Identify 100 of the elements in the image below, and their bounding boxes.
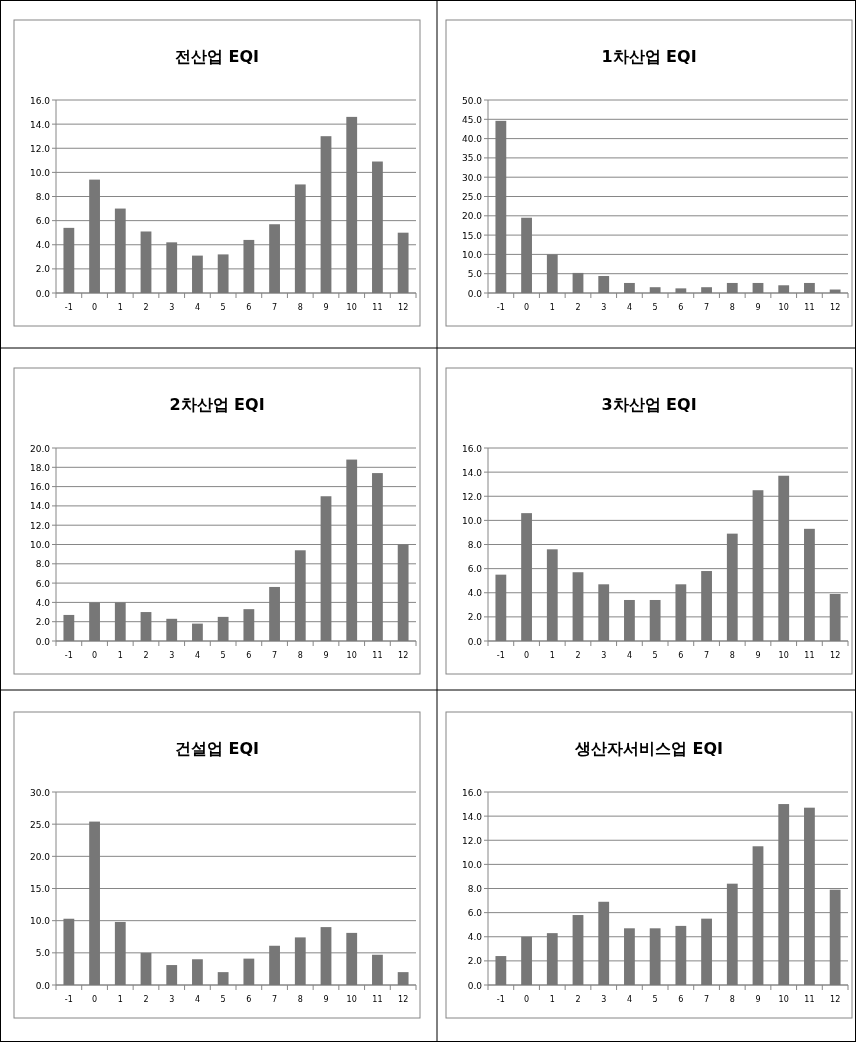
- xlabel: 5: [220, 303, 226, 312]
- bar: [269, 586, 280, 641]
- bar: [675, 925, 687, 985]
- xlabel: 4: [194, 995, 200, 1004]
- xlabel: 3: [169, 303, 175, 312]
- bar: [804, 807, 815, 985]
- bar: [140, 952, 152, 985]
- xlabel: 4: [194, 651, 200, 660]
- xlabel: -1: [64, 303, 73, 312]
- xlabel: 3: [601, 995, 607, 1004]
- xlabel: 9: [323, 303, 329, 312]
- xlabel: 11: [372, 651, 383, 660]
- y-tick-label: 2.0: [35, 264, 51, 275]
- xlabel: 5: [652, 303, 658, 312]
- xlabel: -1: [496, 303, 505, 312]
- bar: [649, 928, 661, 985]
- y-tick-label: 20.0: [29, 443, 51, 454]
- xlabel: 1: [549, 651, 555, 660]
- bar: [546, 549, 558, 641]
- bar: [572, 572, 584, 641]
- xlabel: 11: [372, 995, 383, 1004]
- bar: [346, 459, 358, 641]
- bar: [726, 282, 738, 293]
- xlabel: 3: [601, 651, 607, 660]
- bar: [649, 599, 661, 641]
- bar: [320, 136, 332, 293]
- y-tick-label: 15.0: [461, 230, 483, 241]
- chart-title: 2차산업 EQI: [169, 395, 265, 414]
- chart-title: 1차산업 EQI: [601, 47, 697, 66]
- xlabel: 8: [729, 303, 735, 312]
- bar: [495, 120, 507, 293]
- xlabel: 4: [626, 303, 632, 312]
- xlabel: 0: [524, 651, 530, 660]
- xlabel: 8: [297, 303, 303, 312]
- xlabel: 8: [729, 651, 735, 660]
- y-tick-label: 50.0: [461, 95, 483, 106]
- y-tick-label: 45.0: [461, 114, 483, 125]
- bar: [778, 285, 790, 293]
- xlabel: 9: [755, 651, 761, 660]
- xlabel: 5: [652, 995, 658, 1004]
- y-tick-label: 35.0: [461, 153, 483, 164]
- xlabel: 2: [143, 995, 149, 1004]
- xlabel: 0: [524, 995, 530, 1004]
- bar: [752, 490, 764, 641]
- bar: [521, 513, 532, 641]
- bar: [598, 901, 610, 985]
- bar: [752, 846, 764, 985]
- chart-title: 건설업 EQI: [174, 739, 260, 758]
- bar: [397, 972, 409, 985]
- bar: [114, 921, 126, 985]
- xlabel: 9: [755, 995, 761, 1004]
- xlabel: 2: [575, 995, 581, 1004]
- y-tick-label: 8.0: [467, 540, 483, 550]
- bar: [217, 254, 229, 293]
- xlabel: 6: [678, 303, 684, 312]
- y-tick-label: 2.0: [467, 956, 483, 967]
- y-tick-label: 18.0: [29, 462, 51, 473]
- bar: [701, 571, 712, 641]
- y-tick-label: 8.0: [35, 192, 51, 202]
- y-tick-label: 10.0: [461, 859, 483, 870]
- y-tick-label: 5.0: [35, 948, 51, 959]
- y-tick-label: 25.0: [461, 192, 483, 202]
- y-tick-label: 30.0: [29, 787, 51, 798]
- bar: [217, 616, 229, 641]
- bar: [829, 889, 841, 985]
- bar: [726, 533, 738, 641]
- xlabel: 11: [804, 303, 815, 312]
- xlabel: 3: [601, 303, 607, 312]
- xlabel: 6: [246, 303, 252, 312]
- bar: [546, 254, 558, 293]
- xlabel: 1: [117, 995, 123, 1004]
- y-tick-label: 20.0: [29, 851, 51, 862]
- bar: [495, 574, 507, 641]
- xlabel: 4: [626, 995, 632, 1004]
- bar: [752, 282, 764, 293]
- bar: [140, 612, 152, 641]
- xlabel: 12: [830, 303, 841, 312]
- y-tick-label: 6.0: [35, 578, 51, 589]
- bar: [397, 232, 409, 293]
- y-tick-label: 6.0: [467, 564, 483, 575]
- xlabel: 4: [194, 303, 200, 312]
- xlabel: 6: [678, 995, 684, 1004]
- xlabel: 3: [169, 651, 175, 660]
- y-tick-label: 2.0: [35, 617, 51, 628]
- xlabel: 12: [398, 651, 409, 660]
- xlabel: 6: [246, 651, 252, 660]
- y-tick-label: 0.0: [467, 288, 483, 299]
- xlabel: 8: [297, 651, 303, 660]
- xlabel: -1: [496, 651, 505, 660]
- xlabel: 1: [549, 303, 555, 312]
- y-tick-label: 4.0: [467, 932, 483, 943]
- y-tick-label: 16.0: [29, 95, 51, 106]
- bar: [372, 473, 383, 641]
- xlabel: 2: [143, 651, 149, 660]
- y-tick-label: 14.0: [461, 467, 483, 478]
- xlabel: 11: [372, 303, 383, 312]
- bar: [294, 184, 306, 293]
- xlabel: 3: [169, 995, 175, 1004]
- bar: [166, 242, 178, 293]
- y-tick-label: 10.0: [29, 540, 51, 550]
